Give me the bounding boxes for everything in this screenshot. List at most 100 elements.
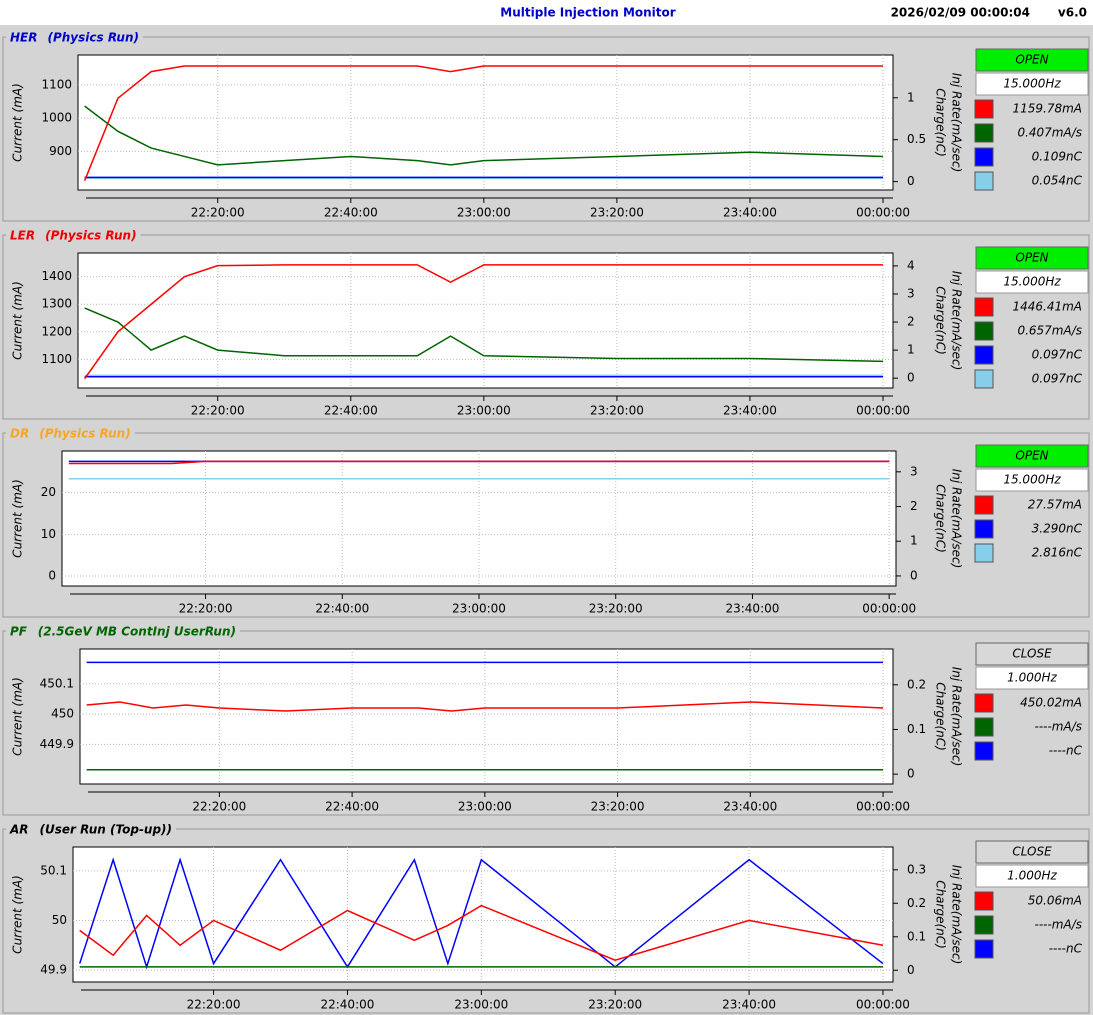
y2-tick-label: 1: [907, 90, 915, 104]
readout-swatch: [974, 147, 994, 167]
rate-box: [975, 666, 1089, 690]
title-background: [6, 225, 141, 245]
x-tick-label: 22:20:00: [191, 404, 245, 418]
status: CLOSE: [1012, 647, 1052, 661]
x-tick-label: 23:00:00: [452, 602, 506, 616]
readout-swatch: [974, 543, 994, 563]
readout: 450.02mA: [1020, 696, 1082, 710]
y-tick-label: 1300: [41, 297, 72, 311]
x-tick-label: 22:40:00: [320, 998, 374, 1012]
y2-axis-label: Charge(nC): [934, 88, 948, 157]
y2-tick-label: 1: [907, 343, 915, 357]
x-tick-label: 22:20:00: [191, 206, 245, 220]
x-tick-label: 23:00:00: [457, 206, 511, 220]
readout: ----mA/s: [1034, 720, 1082, 734]
series-line: [84, 307, 884, 363]
title-background: [6, 27, 143, 47]
y2-tick-label: 0.3: [907, 862, 926, 876]
readout: 0.054nC: [1032, 174, 1083, 188]
y-axis-label: Current (mA): [11, 479, 25, 558]
y2-tick-label: 0.2: [907, 677, 926, 691]
panel-title: HER: [10, 31, 37, 45]
panel-title: PF: [10, 625, 28, 639]
status-box: [975, 642, 1089, 666]
y2-axis-label: Inj Rate(mA/sec): [950, 271, 964, 371]
y-tick-label: 450: [51, 707, 74, 721]
plot-area: [61, 450, 897, 587]
readout-swatch: [974, 519, 994, 539]
rate-box: [975, 468, 1089, 492]
plot-area: [72, 846, 894, 983]
x-tick-label: 23:20:00: [588, 998, 642, 1012]
header-bar: [0, 0, 1093, 25]
y-tick-label: 50.1: [40, 863, 67, 877]
title-background: [6, 621, 240, 641]
readout-swatch: [974, 123, 994, 143]
y-axis-label: Current (mA): [11, 281, 25, 360]
title-background: [6, 423, 135, 443]
panel-mode: (User Run (Top-up)): [40, 823, 173, 837]
x-tick-label: 23:40:00: [723, 404, 777, 418]
y-axis-label: Current (mA): [11, 83, 25, 162]
rate: 1.000Hz: [1007, 671, 1057, 685]
status: OPEN: [1015, 449, 1048, 463]
x-tick-label: 23:40:00: [723, 800, 777, 814]
readout-swatch: [974, 369, 994, 389]
readout: 0.097nC: [1032, 348, 1083, 362]
x-tick-label: 00:00:00: [856, 404, 910, 418]
y2-axis-label: Charge(nC): [934, 682, 948, 751]
readout-swatch: [974, 717, 994, 737]
plot-area: [77, 54, 894, 191]
x-tick-label: 23:20:00: [590, 404, 644, 418]
panel-title: AR: [9, 823, 29, 837]
series-line: [79, 904, 884, 961]
y-tick-label: 20: [41, 485, 56, 499]
readout-swatch: [974, 321, 994, 341]
x-tick-label: 22:40:00: [325, 800, 379, 814]
y2-axis-label: Charge(nC): [934, 484, 948, 553]
y2-tick-label: 0: [907, 371, 915, 385]
series-line: [68, 460, 890, 465]
y-tick-label: 50: [52, 913, 67, 927]
panel-mode: (2.5GeV MB ContInj UserRun): [38, 625, 236, 639]
status: CLOSE: [1012, 845, 1052, 859]
readout-swatch: [974, 915, 994, 935]
readout: 27.57mA: [1028, 498, 1082, 512]
y2-tick-label: 2: [910, 499, 918, 513]
readout-swatch: [974, 171, 994, 191]
readout: ----nC: [1049, 942, 1083, 956]
status: OPEN: [1015, 53, 1048, 67]
panel-mode: (Physics Run): [47, 31, 139, 45]
rate: 15.000Hz: [1003, 275, 1061, 289]
x-tick-label: 22:40:00: [324, 404, 378, 418]
panel-mode: (Physics Run): [45, 229, 137, 243]
readout-swatch: [974, 891, 994, 911]
y2-axis-label: Inj Rate(mA/sec): [950, 667, 964, 767]
readout: ----nC: [1049, 744, 1083, 758]
timestamp: 2026/02/09 00:00:04: [891, 6, 1030, 20]
y2-axis-label: Charge(nC): [934, 286, 948, 355]
title-background: [6, 819, 177, 839]
y2-axis-label: Charge(nC): [934, 880, 948, 949]
readout-swatch: [974, 345, 994, 365]
y2-tick-label: 3: [907, 286, 915, 300]
y-tick-label: 1200: [41, 324, 72, 338]
x-tick-label: 23:00:00: [454, 998, 508, 1012]
x-tick-label: 23:20:00: [590, 206, 644, 220]
x-tick-label: 22:20:00: [192, 800, 246, 814]
y2-tick-label: 3: [910, 464, 918, 478]
readout-swatch: [974, 693, 994, 713]
x-tick-label: 22:40:00: [315, 602, 369, 616]
y-axis-label: Current (mA): [11, 875, 25, 954]
y2-tick-label: 1: [910, 534, 918, 548]
readout: 3.290nC: [1032, 522, 1083, 536]
y-tick-label: 0: [48, 569, 56, 583]
rate: 15.000Hz: [1003, 77, 1061, 91]
x-tick-label: 00:00:00: [856, 800, 910, 814]
x-tick-label: 00:00:00: [856, 998, 910, 1012]
readout: 50.06mA: [1028, 894, 1082, 908]
series-line: [86, 701, 884, 712]
panel-title: LER: [10, 229, 35, 243]
y2-tick-label: 0: [907, 174, 915, 188]
y-tick-label: 1400: [41, 269, 72, 283]
